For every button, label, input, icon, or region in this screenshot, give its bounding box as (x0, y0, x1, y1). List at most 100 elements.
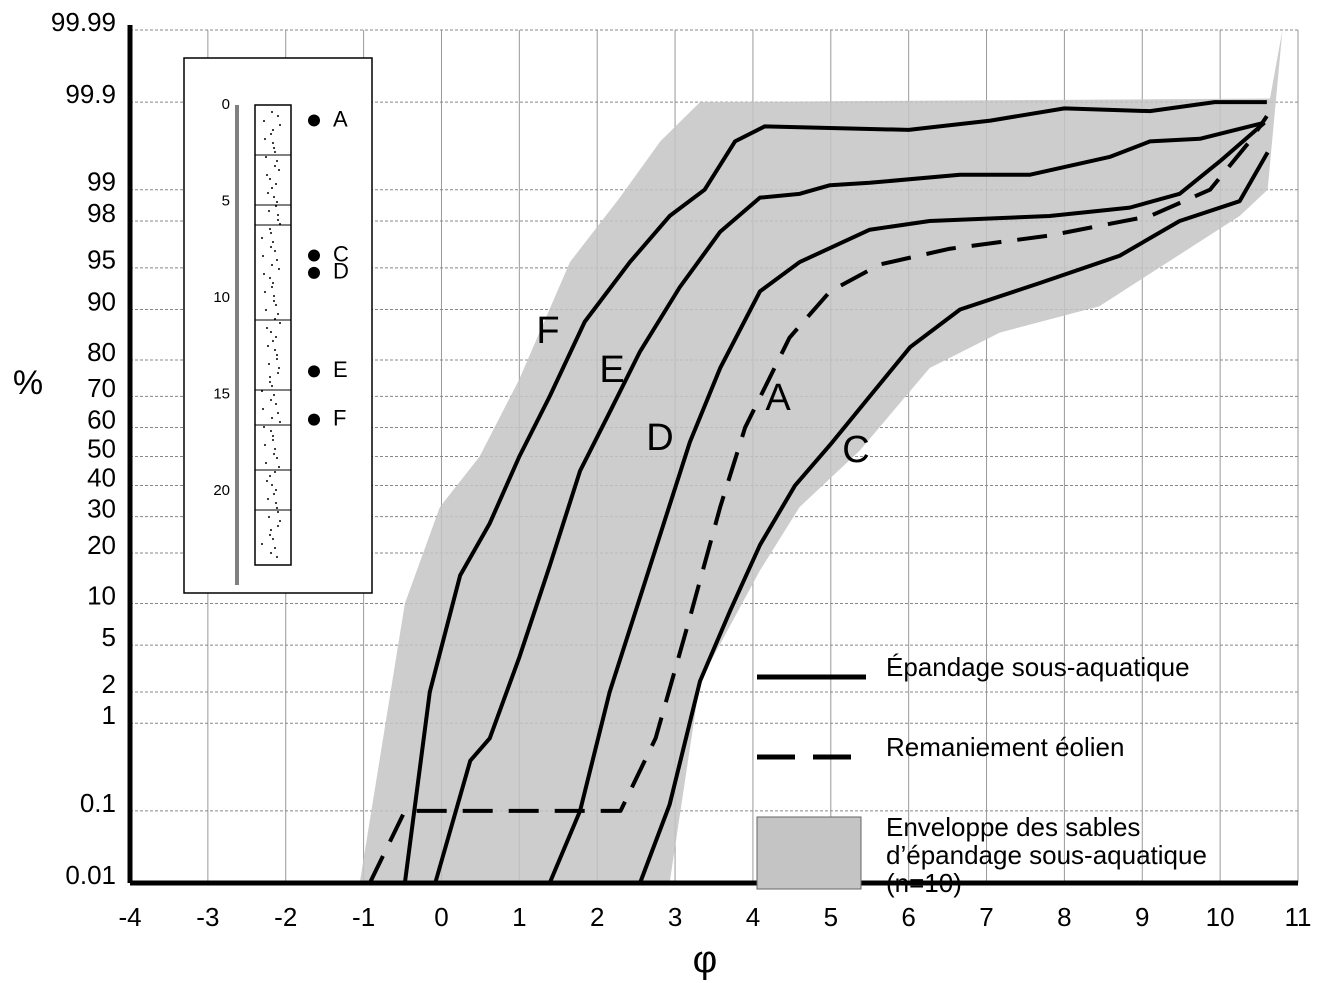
series-line (372, 100, 1267, 885)
inset-grain (266, 327, 268, 329)
curve-label: F (536, 310, 559, 352)
inset-grain (276, 201, 278, 203)
y-tick-label: 40 (87, 462, 116, 492)
inset-column (254, 104, 292, 566)
inset-grain (273, 147, 275, 149)
y-tick-label: 90 (87, 286, 116, 316)
x-axis-label: φ (693, 939, 718, 981)
legend-label: Remaniement éolien (886, 732, 1124, 762)
inset-grain (271, 111, 273, 113)
y-tick-label: 10 (87, 580, 116, 610)
inset-sample (308, 114, 320, 127)
inset-grain (261, 390, 263, 392)
x-tick-label: 3 (668, 902, 682, 932)
x-tick-label: 6 (901, 902, 915, 932)
inset-grain (266, 480, 268, 482)
x-tick-label: 11 (1285, 902, 1312, 932)
inset-sample-label: E (333, 357, 348, 382)
x-tick-label: -1 (352, 902, 375, 932)
inset-grain (278, 268, 280, 270)
curve-label: D (646, 417, 673, 459)
inset-grain (271, 286, 273, 288)
inset-sample-label: D (333, 259, 349, 284)
y-tick-label: 80 (87, 337, 116, 367)
y-tick-label: 20 (87, 530, 116, 560)
legend-label: Épandage sous-aquatique (886, 652, 1190, 682)
inset-grain (269, 475, 271, 477)
inset-tick-label: 5 (222, 192, 230, 209)
inset-grain (279, 124, 281, 126)
inset-grain (265, 156, 267, 158)
y-tick-label: 98 (87, 198, 116, 228)
inset-grain (270, 552, 272, 554)
inset-grain (269, 228, 271, 230)
y-tick-label: 0.01 (65, 860, 116, 890)
inset-grain (267, 192, 269, 194)
inset-sample-label: F (333, 405, 346, 430)
inset-grain (279, 322, 281, 324)
inset-grain (275, 183, 277, 185)
inset-grain (270, 430, 272, 432)
inset-grain (273, 295, 275, 297)
inset-grain (275, 489, 277, 491)
inset-grain (268, 516, 270, 518)
inset-grain (279, 421, 281, 423)
inset-grain (277, 372, 279, 374)
inset-grain (271, 187, 273, 189)
y-tick-label: 50 (87, 433, 116, 463)
inset-grain (265, 462, 267, 464)
inset-grain (278, 367, 280, 369)
inset-grain (272, 241, 274, 243)
inset-sample (308, 413, 320, 426)
legend-label: Enveloppe des sables (886, 812, 1140, 842)
x-tick-label: -4 (118, 902, 141, 932)
inset-grain (270, 399, 272, 401)
inset-grain (270, 331, 272, 333)
inset-grain (270, 133, 272, 135)
inset-grain (276, 507, 278, 509)
legend-label: d’épandage sous-aquatique (886, 840, 1207, 870)
series-line (368, 115, 1269, 884)
inset-grain (273, 453, 275, 455)
inset-sample-label: A (333, 106, 348, 131)
y-tick-label: 0.1 (80, 788, 116, 818)
inset-tick-label: 0 (222, 96, 230, 113)
inset-grain (272, 435, 274, 437)
inset-sample (308, 365, 320, 378)
inset-grain (271, 417, 273, 419)
inset-grain (276, 259, 278, 261)
inset-grain (272, 538, 274, 540)
inset-grain (268, 210, 270, 212)
inset-grain (275, 304, 277, 306)
inset-grain (262, 408, 264, 410)
y-tick-label: 30 (87, 494, 116, 524)
inset-tick-label: 15 (213, 385, 230, 402)
inset-grain (276, 457, 278, 459)
inset-grain (272, 439, 274, 441)
x-tick-label: 5 (824, 902, 838, 932)
curve-label: C (842, 429, 869, 471)
x-tick-label: 1 (512, 902, 526, 932)
inset-grain (269, 381, 271, 383)
inset-grain (276, 160, 278, 162)
x-tick-label: 4 (746, 902, 760, 932)
inset-grain (273, 394, 275, 396)
inset-grain (270, 232, 272, 234)
legend-swatch (756, 816, 862, 890)
inset-grain (271, 264, 273, 266)
inset-grain (265, 309, 267, 311)
y-tick-label: 2 (102, 669, 116, 699)
x-tick-label: 2 (590, 902, 604, 932)
inset-grain (275, 205, 277, 207)
inset-grain (278, 169, 280, 171)
x-tick-label: -3 (196, 902, 219, 932)
y-tick-label: 95 (87, 245, 116, 275)
inset-grain (275, 502, 277, 504)
y-tick-label: 99 (87, 167, 116, 197)
inset-grain (266, 174, 268, 176)
x-tick-label: -2 (274, 902, 297, 932)
inset-grain (261, 237, 263, 239)
inset-grain (273, 300, 275, 302)
inset-grain (269, 534, 271, 536)
inset-grain (267, 345, 269, 347)
